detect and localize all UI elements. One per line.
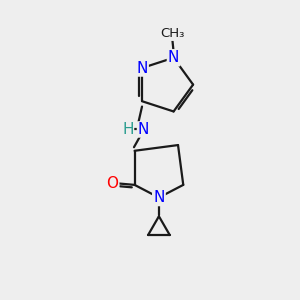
Text: CH₃: CH₃ — [160, 27, 184, 40]
Text: N: N — [136, 61, 148, 76]
Text: N: N — [168, 50, 179, 65]
Text: N: N — [153, 190, 165, 205]
Text: H: H — [122, 122, 134, 137]
Text: O: O — [106, 176, 118, 191]
Text: N: N — [137, 122, 149, 137]
